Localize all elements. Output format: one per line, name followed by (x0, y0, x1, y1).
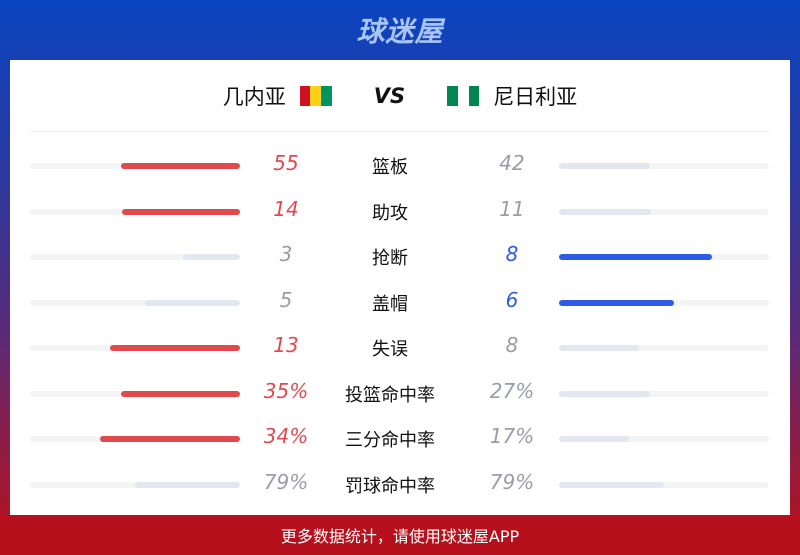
away-value: 6 (505, 287, 519, 312)
away-value: 8 (505, 333, 519, 357)
home-team-name: 几内亚 (222, 84, 286, 109)
stat-row: 13 失误 8 (10, 325, 790, 371)
logo: 球迷屋 (356, 15, 444, 48)
away-value: 11 (499, 196, 525, 221)
stat-label: 三分命中率 (345, 430, 435, 451)
away-bar-track (559, 208, 769, 215)
vs-label: VS (373, 83, 406, 108)
away-bar-fill (559, 345, 639, 351)
stat-label: 投篮命中率 (345, 384, 435, 406)
stat-label: 盖帽 (372, 293, 408, 315)
home-bar-fill (121, 390, 240, 397)
home-value: 5 (279, 287, 293, 312)
away-value: 27% (489, 378, 535, 403)
away-team-name: 尼日利亚 (493, 84, 578, 109)
away-bar-track (559, 345, 769, 351)
home-bar-track (30, 299, 240, 306)
home-bar-track (30, 481, 240, 488)
home-bar-track (30, 208, 240, 215)
home-value: 35% (263, 378, 309, 403)
home-value: 14 (273, 196, 299, 221)
home-bar-fill (120, 163, 240, 169)
home-value: 79% (263, 469, 309, 494)
home-bar-fill (182, 254, 240, 260)
stat-label: 失误 (372, 339, 408, 360)
stat-label: 助攻 (372, 202, 408, 224)
away-bar-fill (559, 299, 674, 306)
stat-label: 抢断 (372, 248, 408, 269)
stat-row: 3 抢断 8 (10, 234, 790, 280)
home-bar-fill (144, 299, 240, 306)
away-bar-fill (559, 254, 712, 260)
away-bar-track (559, 254, 769, 260)
stat-label: 篮板 (372, 157, 408, 178)
home-bar-track (30, 390, 240, 397)
footer-text: 更多数据统计，请使用球迷屋APP (280, 527, 520, 546)
away-value: 79% (489, 469, 535, 494)
stats-card: 几内亚 VS 尼日利亚 55 篮板 42 14 助攻 11 3 抢断 8 5 盖… (10, 60, 790, 515)
stat-label: 罚球命中率 (345, 475, 435, 497)
footer-banner[interactable]: 更多数据统计，请使用球迷屋APP (0, 515, 800, 555)
away-value: 8 (505, 242, 519, 266)
teams-header: 几内亚 VS 尼日利亚 (30, 60, 770, 132)
stat-row: 14 助攻 11 (10, 189, 790, 235)
home-bar-track (30, 345, 240, 351)
home-bar-fill (110, 345, 240, 351)
away-bar-track (559, 436, 769, 442)
home-bar-track (30, 254, 240, 260)
home-bar-fill (100, 436, 240, 442)
home-bar-track (30, 163, 240, 169)
header: 球迷屋 (0, 0, 800, 60)
away-bar-fill (559, 390, 651, 397)
stat-row: 55 篮板 42 (10, 143, 790, 189)
away-value: 17% (489, 424, 535, 448)
away-bar-fill (559, 208, 652, 215)
away-bar-track (559, 299, 769, 306)
stat-row: 79% 罚球命中率 79% (10, 462, 790, 508)
stat-row: 35% 投篮命中率 27% (10, 371, 790, 417)
away-bar-track (559, 390, 769, 397)
away-bar-fill (559, 481, 664, 488)
away-bar-track (559, 481, 769, 488)
nigeria-flag-icon (447, 85, 480, 106)
home-value: 55 (273, 151, 299, 175)
home-bar-fill (135, 481, 240, 488)
away-value: 42 (499, 151, 525, 175)
away-bar-fill (559, 163, 650, 169)
away-bar-track (559, 163, 769, 169)
stat-row: 34% 三分命中率 17% (10, 416, 790, 462)
home-value: 34% (263, 424, 309, 448)
home-bar-track (30, 436, 240, 442)
stat-row: 5 盖帽 6 (10, 280, 790, 326)
home-value: 13 (273, 333, 299, 357)
home-bar-fill (122, 208, 240, 215)
home-value: 3 (279, 242, 293, 266)
guinea-flag-icon (299, 85, 332, 106)
away-bar-fill (559, 436, 629, 442)
